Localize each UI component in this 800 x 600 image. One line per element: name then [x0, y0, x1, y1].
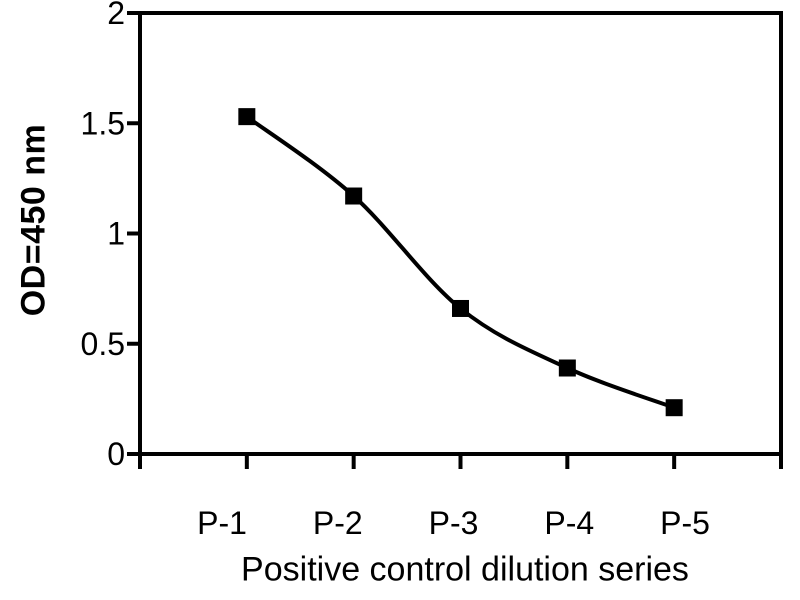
x-tick-label: P-3 — [429, 505, 479, 541]
x-axis-title: Positive control dilution series — [241, 550, 689, 589]
y-tick-label: 1 — [107, 216, 125, 252]
data-point-marker — [665, 399, 683, 417]
x-tick-label: P-5 — [660, 505, 710, 541]
data-point-marker — [345, 187, 363, 205]
plot-border — [138, 11, 783, 456]
x-tick-label: P-4 — [544, 505, 594, 541]
x-tick-label: P-1 — [197, 505, 247, 541]
y-tick-label: 1.5 — [81, 105, 125, 141]
y-tick-label: 0.5 — [81, 326, 125, 362]
data-point-marker — [558, 359, 576, 377]
y-tick-label: 0 — [107, 436, 125, 472]
data-point-marker — [452, 299, 469, 317]
y-tick-label: 2 — [107, 0, 125, 31]
x-tick-label: P-2 — [313, 505, 363, 541]
data-point-marker — [238, 108, 256, 126]
y-axis-title: OD=450 nm — [14, 123, 53, 317]
data-line — [244, 114, 677, 410]
